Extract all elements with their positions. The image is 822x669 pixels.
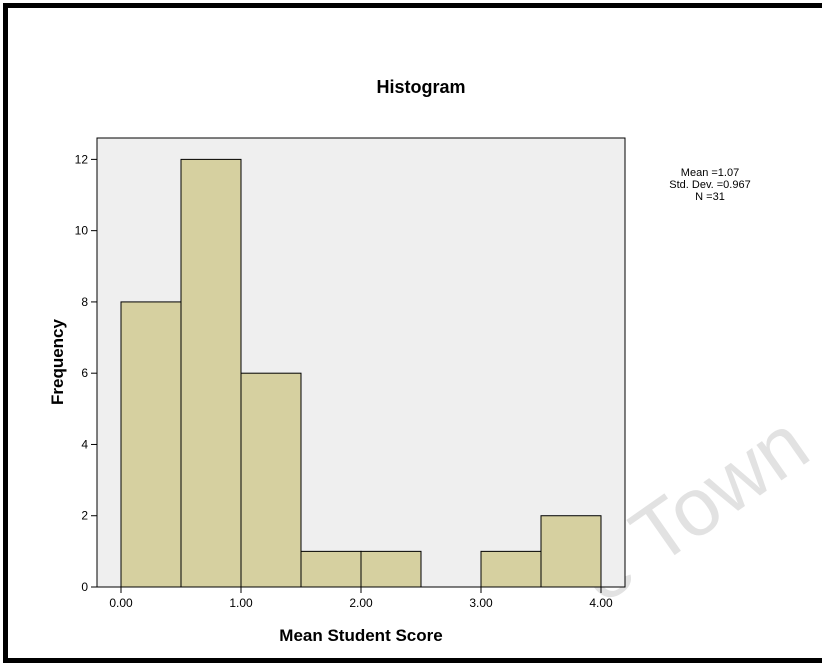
y-tick-label: 0 — [81, 580, 88, 594]
y-tick-label: 10 — [75, 224, 89, 238]
x-tick-label: 0.00 — [109, 596, 133, 610]
y-tick-label: 12 — [75, 152, 89, 166]
x-tick-label: 4.00 — [589, 596, 613, 610]
stats-box: Mean =1.07 Std. Dev. =0.967 N =31 — [669, 167, 750, 203]
histogram-bar — [540, 515, 602, 588]
histogram-bar — [480, 550, 542, 588]
histogram-bar — [180, 158, 242, 588]
y-axis: 0 2 4 6 8 10 12 — [75, 152, 97, 594]
bars-group — [120, 158, 602, 588]
chart-title: Histogram — [376, 77, 465, 97]
y-tick-label: 2 — [81, 509, 88, 523]
x-tick-label: 2.00 — [349, 596, 373, 610]
chart-frame — [3, 3, 822, 663]
histogram-bar — [120, 301, 182, 588]
histogram-bar — [300, 550, 362, 588]
histogram-bar — [240, 372, 302, 588]
y-tick-label: 4 — [81, 437, 88, 451]
y-axis-label: Frequency — [48, 318, 67, 405]
x-axis-label: Mean Student Score — [279, 626, 442, 645]
stats-mean: Mean =1.07 — [681, 167, 739, 179]
x-axis: 0.00 1.00 2.00 3.00 4.00 — [109, 587, 613, 610]
stats-std-dev: Std. Dev. =0.967 — [669, 179, 750, 191]
y-tick-label: 8 — [81, 295, 88, 309]
stats-n: N =31 — [695, 191, 725, 203]
x-tick-label: 3.00 — [469, 596, 493, 610]
histogram-bar — [360, 550, 422, 588]
x-tick-label: 1.00 — [229, 596, 253, 610]
y-tick-label: 6 — [81, 366, 88, 380]
